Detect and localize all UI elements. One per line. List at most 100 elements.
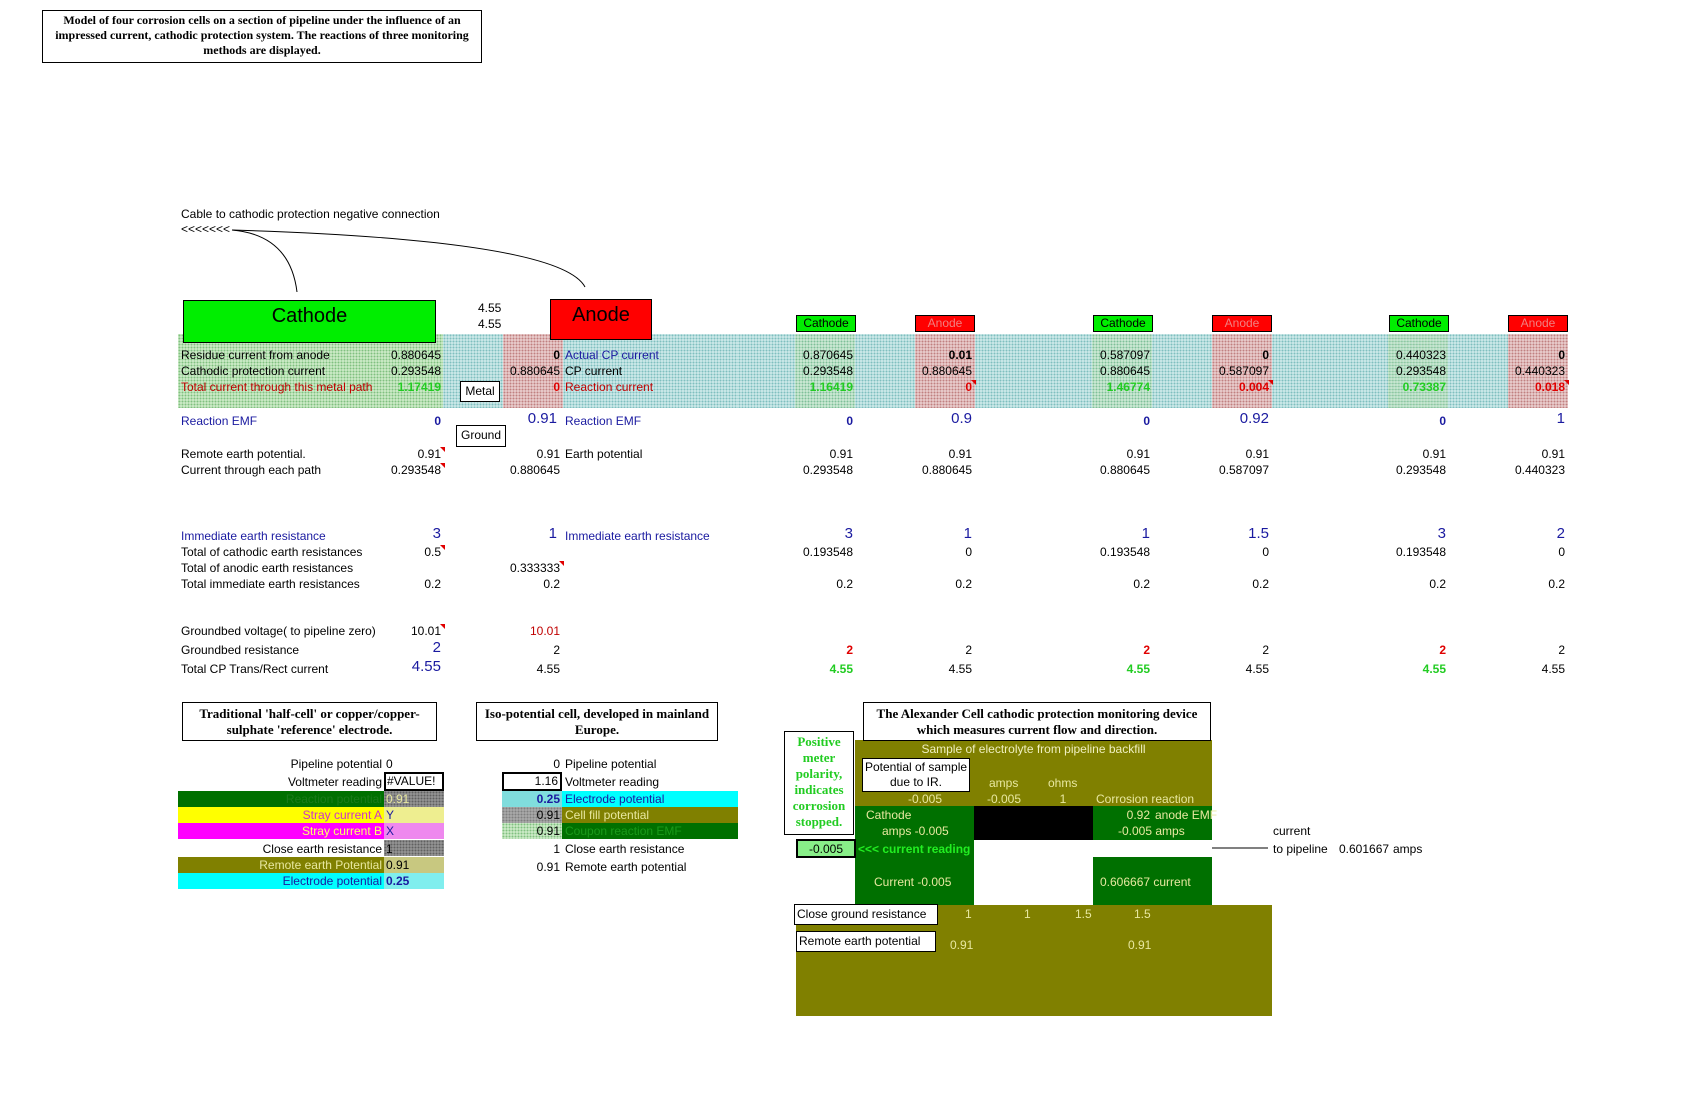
a1-toti: 0.2 [543,577,560,591]
alex-v3: 1 [1059,792,1067,806]
cell4-a-cp: 0.440323 [1514,364,1565,378]
hc-label-4: Stray current B [301,824,382,838]
c1-gbr: 2 [432,639,441,656]
cell2-a-path: 0.880645 [921,463,972,477]
alex-current-right [1093,857,1212,905]
hc-value-6: 0.91 [386,858,410,872]
alex-re-2: 0.91 [1128,938,1152,952]
cell2-a-totc: 0 [965,545,972,559]
hc-cell-stray-b [384,823,444,839]
cell4-a-toti: 0.2 [1548,577,1565,591]
alex-anode-emf-value: 0.92 [1126,808,1150,822]
iso-value-3: 0.91 [536,808,560,822]
c1-toti: 0.2 [424,577,441,591]
hc-value-7: 0.25 [386,874,410,888]
cell4-c-toti: 0.2 [1429,577,1446,591]
c1-emf: 0 [434,414,441,428]
cell2-a-gbr: 2 [965,643,972,657]
hc-label-2: Reaction potential [285,792,382,806]
alex-title: The Alexander Cell cathodic protection m… [863,702,1211,741]
hc-label-6: Remote earth Potential [259,858,382,872]
alex-cg-3: 1.5 [1075,907,1092,921]
iso-value-4: 0.91 [536,824,560,838]
hc-label-0: Pipeline potential [290,757,382,771]
alex-right-amps: -0.005 amps [1118,824,1185,838]
alex-ohms-label: ohms [1048,776,1078,790]
iso-cell-fill [502,807,562,823]
hc-row-stray-b [178,823,384,839]
alex-current-left [855,857,974,905]
band-cyan-2 [563,334,738,408]
cell2-c-cp: 0.293548 [802,364,853,378]
alex-reading-label: <<< current reading [858,842,971,856]
cell4-c-gbr: 2 [1439,643,1446,657]
cell3-c-imm: 1 [1141,525,1150,542]
halfcell-title: Traditional 'half-cell' or copper/copper… [182,702,437,741]
cell2-a-tot: 0 [902,380,976,394]
a1-tot: 0 [553,380,560,394]
cell2-c-cpt: 4.55 [829,662,853,676]
small-anode-2: Anode [915,315,975,332]
alex-reading-value: -0.005 [808,842,844,856]
cell4-a-rem: 0.91 [1541,447,1565,461]
hc-label-1: Voltmeter reading [287,775,382,789]
iso-value-2: 0.25 [536,792,560,806]
cell4-a-imm: 2 [1556,525,1565,542]
cell2-a-emf: 0.9 [951,410,972,427]
hc-cell-reaction [384,791,444,807]
alex-cathode-block [855,806,974,840]
alex-corrosion-reaction: Corrosion reaction [1096,792,1195,806]
band-anode-2 [915,334,975,408]
hc-label-3: Stray current A [302,808,382,822]
band-anode-4 [1508,334,1568,408]
hc-value-2: 0.91 [386,792,410,806]
alex-positive-note: Positive meter polarity, indicates corro… [784,731,854,835]
small-anode-3: Anode [1212,315,1272,332]
label-remote: Remote earth potential. [181,447,306,461]
c1-cpt: 4.55 [411,658,441,675]
iso-row-coupon [562,823,738,839]
top-value-1: 4.55 [478,301,502,315]
alex-cg-1: 1 [965,907,972,921]
cell3-a-toti: 0.2 [1252,577,1269,591]
label-residue: Residue current from anode [181,348,330,362]
small-cathode-4: Cathode [1389,315,1449,332]
cell4-c-emf: 0 [1439,414,1446,428]
cell4-c-cpt: 4.55 [1422,662,1446,676]
small-anode-4: Anode [1508,315,1568,332]
pipe-value: 0.601667 [1339,842,1390,856]
a1-tota: 0.333333 [500,561,564,575]
hc-row-remote [178,857,384,873]
label-tot-cath: Total of cathodic earth resistances [181,545,363,559]
metal-box: Metal [460,381,500,402]
cell2-a-rem: 0.91 [948,447,972,461]
ground-box: Ground [456,425,506,447]
hc-value-4: X [386,824,395,838]
a1-path: 0.880645 [509,463,560,477]
iso-label-0: Pipeline potential [565,757,657,771]
alex-remote-earth: Remote earth potential [796,931,936,952]
label-emf: Reaction EMF [181,414,258,428]
cell3-a-cp: 0.587097 [1218,364,1269,378]
label-mid-emf: Reaction EMF [565,414,642,428]
cell3-c-emf: 0 [1143,414,1150,428]
a1-res: 0 [553,348,560,362]
iso-voltmeter-value: 1.16 [502,772,562,791]
cell3-c-cp: 0.880645 [1099,364,1150,378]
cable-arrows: <<<<<<< [181,222,231,236]
label-cp-total: Total CP Trans/Rect current [181,662,329,676]
alex-potential-box: Potential of sample due to IR. [862,758,970,792]
c1-cp: 0.293548 [390,364,441,378]
iso-label-3: Cell fill potential [565,808,650,822]
alex-black-block [974,806,1093,840]
hc-value-3: Y [386,808,395,822]
alex-cg-4: 1.5 [1134,907,1151,921]
cell4-a-path: 0.440323 [1514,463,1565,477]
c1-imm: 3 [432,525,441,542]
label-gb-res: Groundbed resistance [181,643,300,657]
alex-cathode-amps: amps -0.005 [882,824,949,838]
cell4-c-cp: 0.293548 [1395,364,1446,378]
cell3-a-cpt: 4.55 [1245,662,1269,676]
cell3-a-path: 0.587097 [1218,463,1269,477]
alex-close-ground: Close ground resistance [794,904,938,925]
